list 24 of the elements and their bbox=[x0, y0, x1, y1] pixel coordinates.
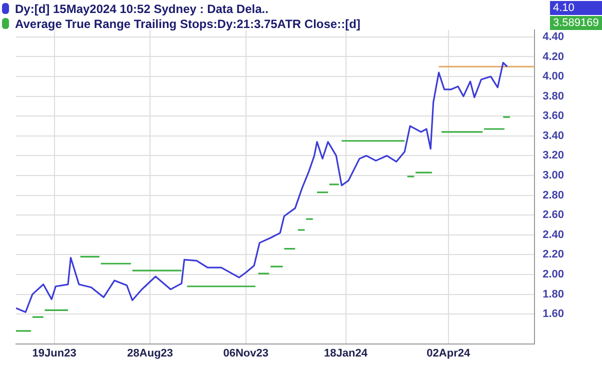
x-tick-label: 06Nov23 bbox=[223, 347, 269, 360]
y-tick-label: 3.00 bbox=[542, 170, 564, 182]
text: 3.589169 bbox=[550, 16, 602, 30]
y-tick-label: 2.80 bbox=[542, 189, 564, 202]
y-tick-label: 2.00 bbox=[542, 268, 564, 281]
x-tick-label: 18Jan24 bbox=[324, 347, 368, 360]
y-tick-label: 3.40 bbox=[542, 130, 564, 142]
y-tick-label: 4.20 bbox=[542, 50, 564, 63]
x-tick-label: 19Jun23 bbox=[32, 347, 76, 360]
x-tick-label: 28Aug23 bbox=[127, 347, 174, 360]
y-tick-label: 2.20 bbox=[542, 248, 564, 261]
y-tick-label: 4.40 bbox=[542, 30, 564, 43]
legend-label: Dy:[d] 15May2024 10:52 Sydney : Data Dela.. bbox=[15, 2, 268, 16]
y-tick-label: 2.40 bbox=[542, 228, 564, 241]
y-tick-label: 2.60 bbox=[542, 209, 564, 222]
text: 4.10 bbox=[550, 1, 602, 15]
legend-label: Average True Range Trailing Stops:Dy:21:3.75ATR Close::[d] bbox=[15, 16, 360, 30]
y-tick-label: 3.60 bbox=[542, 110, 564, 122]
y-tick-label: 1.80 bbox=[542, 288, 564, 300]
y-tick-label: 1.60 bbox=[542, 308, 564, 320]
y-tick-label: 3.20 bbox=[542, 150, 564, 162]
y-tick-label: 3.80 bbox=[542, 90, 564, 102]
x-tick-label: 02Apr24 bbox=[426, 347, 471, 360]
y-tick-label: 4.00 bbox=[542, 70, 564, 83]
